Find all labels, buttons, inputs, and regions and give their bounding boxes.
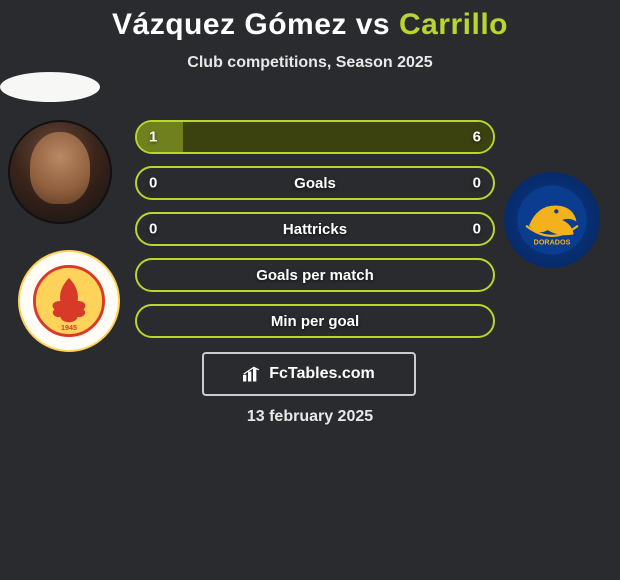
stat-bar-value-left: 0 [149, 221, 157, 238]
stat-bar-value-left: 1 [149, 129, 157, 146]
svg-text:1945: 1945 [61, 323, 77, 332]
player-left-photo [8, 120, 112, 224]
player-right-photo [0, 72, 100, 102]
site-badge: FcTables.com [202, 352, 416, 396]
title-player-right: Carrillo [399, 8, 508, 41]
stat-bar: 1Matches6 [135, 120, 495, 154]
stat-bar: 0 Hattricks 0 [135, 212, 495, 246]
stat-bar-fill-right [183, 122, 493, 152]
aucas-badge-icon: AUCAS 1945 [33, 265, 105, 337]
stat-bar-value-left: 0 [149, 175, 157, 192]
stat-bar: 0 Goals 0 [135, 166, 495, 200]
club-right-logo: DORADOS [504, 172, 600, 268]
club-left-logo: AUCAS 1945 [18, 250, 120, 352]
stat-bar-label: Goals per match [256, 267, 374, 284]
stat-bars: 1Matches6 0 Goals 0 0 Hattricks 0 Goals per mat… [135, 120, 495, 350]
stat-bar-label: Min per goal [271, 313, 359, 330]
dorados-badge-icon: DORADOS [516, 184, 588, 256]
stat-bar-value-right: 0 [473, 175, 481, 192]
stat-bar: Goals per match [135, 258, 495, 292]
svg-text:DORADOS: DORADOS [534, 237, 571, 246]
svg-text:AUCAS: AUCAS [56, 301, 82, 310]
stat-bar: Min per goal [135, 304, 495, 338]
comparison-subtitle: Club competitions, Season 2025 [0, 54, 620, 72]
stat-bar-value-right: 0 [473, 221, 481, 238]
stat-bar-label: Goals [294, 175, 336, 192]
title-vs: vs [356, 8, 390, 41]
stat-bar-fill-left [137, 122, 187, 152]
stat-bar-value-right: 6 [473, 129, 481, 146]
comparison-title: Vázquez Gómez vs Carrillo [0, 0, 620, 42]
stat-bar-label: Hattricks [283, 221, 347, 238]
comparison-date: 13 february 2025 [0, 408, 620, 426]
title-player-left: Vázquez Gómez [112, 8, 347, 41]
bar-chart-icon [243, 366, 263, 382]
site-name: FcTables.com [269, 365, 375, 383]
